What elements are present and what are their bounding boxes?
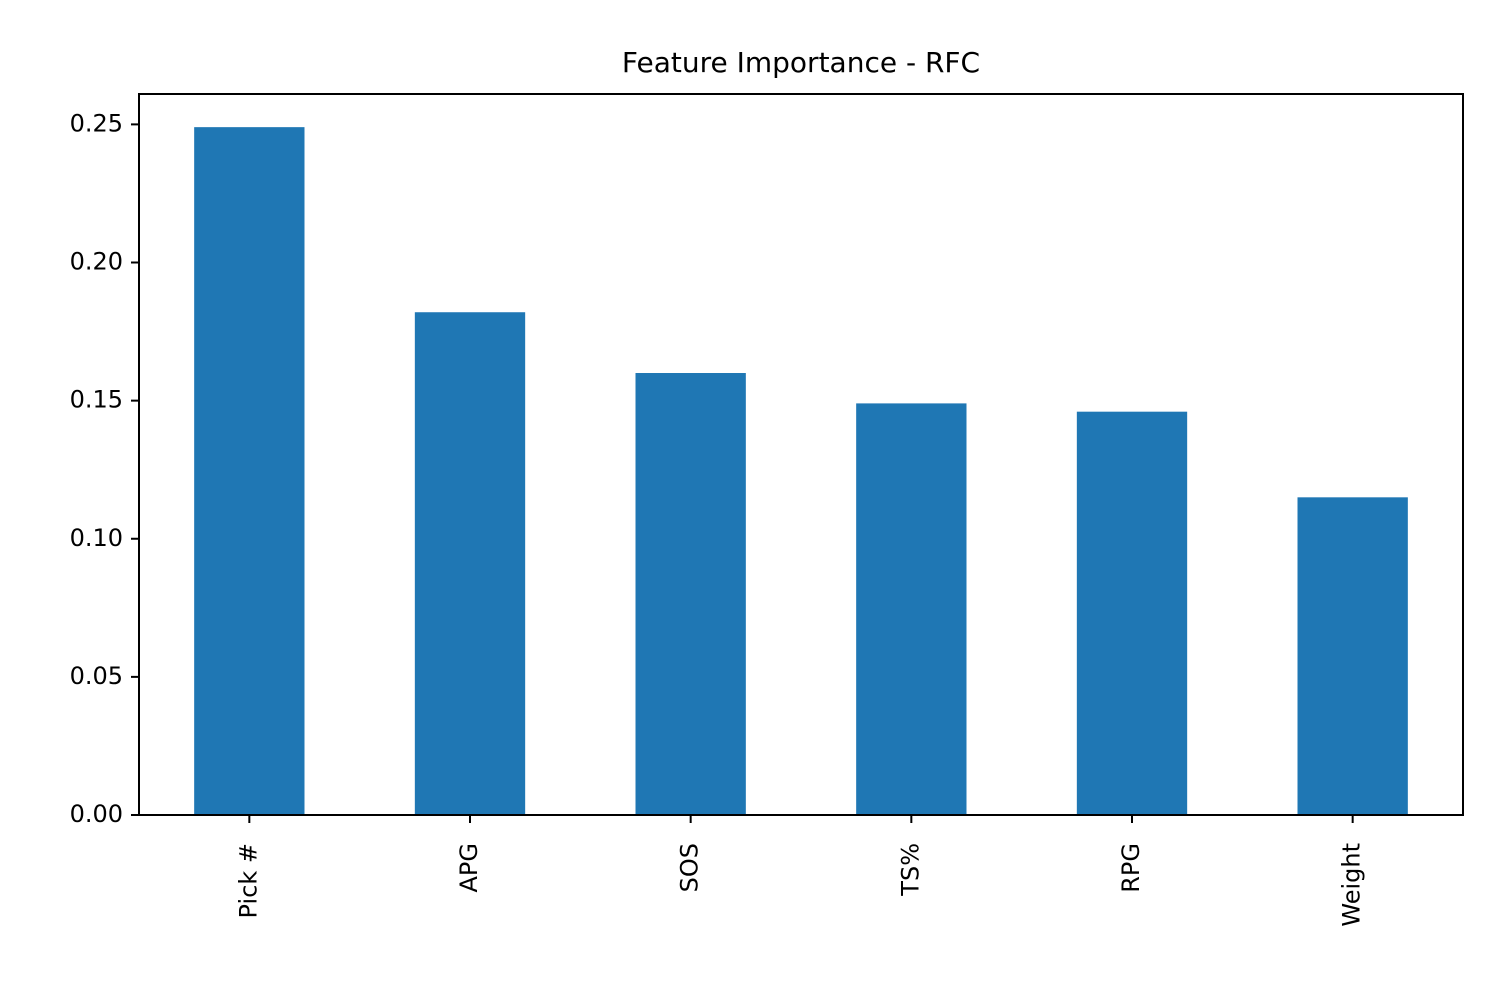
bar-0: [194, 127, 305, 816]
bar-5: [1297, 497, 1408, 815]
x-tick-label-5: Weight: [1338, 843, 1366, 927]
y-tick-label-3: 0.15: [70, 386, 123, 414]
bar-3: [856, 403, 967, 815]
y-tick-label-4: 0.20: [70, 248, 123, 276]
plot-frame: [138, 93, 1464, 816]
chart-title: Feature Importance - RFC: [622, 46, 980, 79]
y-tick-label-0: 0.00: [70, 800, 123, 828]
y-axis: 0.00 0.05 0.10 0.15 0.20 0.25: [70, 109, 139, 828]
x-tick-label-1: APG: [455, 843, 483, 893]
bar-4: [1076, 411, 1188, 815]
bar-1: [414, 312, 526, 815]
y-tick-label-1: 0.05: [70, 662, 123, 690]
x-tick-label-0: Pick #: [234, 843, 262, 918]
y-tick-label-5: 0.25: [70, 109, 123, 137]
x-tick-label-2: SOS: [676, 843, 704, 892]
x-tick-label-3: TS%: [896, 843, 924, 897]
x-tick-label-4: RPG: [1117, 843, 1145, 893]
x-axis: Pick # APG SOS TS% RPG Weight: [234, 815, 1366, 927]
bar-2: [635, 373, 746, 815]
bars-layer: [194, 127, 1408, 816]
y-tick-label-2: 0.10: [70, 524, 123, 552]
